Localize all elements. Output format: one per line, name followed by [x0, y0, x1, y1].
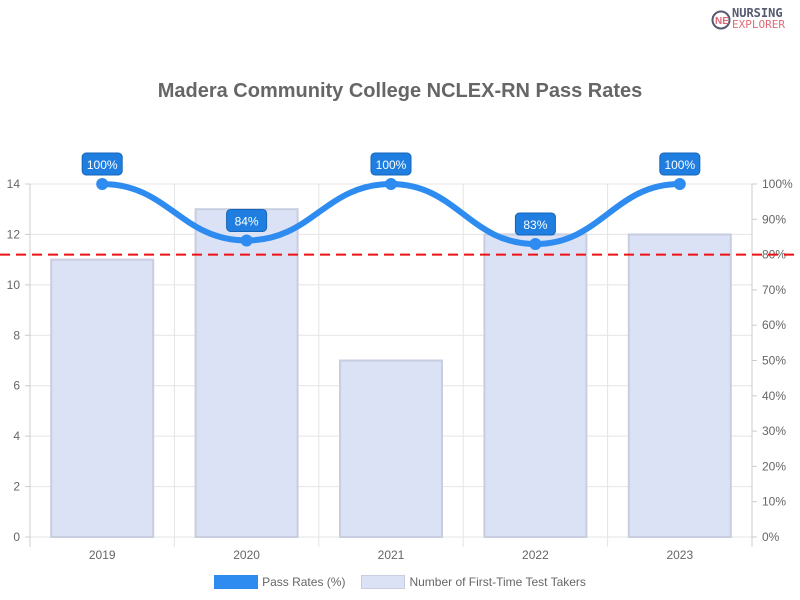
- pass-rate-line: [102, 180, 680, 248]
- left-tick-label: 12: [7, 227, 21, 241]
- right-tick-label: 50%: [762, 354, 786, 368]
- nursing-explorer-logo: NE NURSING EXPLORER: [710, 6, 785, 31]
- x-tick-label: 2021: [378, 548, 405, 562]
- pass-rate-point: [673, 178, 686, 190]
- data-label-box: [514, 212, 556, 236]
- left-tick-label: 4: [13, 429, 20, 443]
- right-tick-label: 0%: [762, 530, 780, 544]
- data-label-text: 84%: [235, 214, 259, 228]
- x-tick-label: 2020: [233, 548, 260, 562]
- data-label: 100%: [659, 152, 701, 176]
- legend-swatch: [361, 575, 406, 589]
- legend-label: Pass Rates (%): [262, 575, 346, 589]
- data-label-text: 100%: [87, 158, 118, 172]
- right-tick-label: 60%: [762, 318, 786, 332]
- data-label-text: 100%: [664, 158, 695, 172]
- pass-rate-point: [96, 178, 109, 190]
- chart-title: Madera Community College NCLEX-RN Pass R…: [157, 80, 643, 102]
- logo-icon: NE: [711, 10, 731, 30]
- data-label-box: [370, 152, 412, 176]
- right-tick-label: 30%: [762, 424, 786, 438]
- data-label-text: 83%: [523, 218, 547, 232]
- legend-item-pass-rates[interactable]: Pass Rates (%): [214, 575, 345, 589]
- data-label: 100%: [81, 152, 123, 176]
- right-tick-label: 40%: [762, 389, 786, 403]
- left-tick-label: 10: [7, 278, 21, 292]
- bar-2022: [483, 233, 588, 539]
- data-label: 84%: [226, 208, 268, 232]
- right-tick-label: 100%: [762, 177, 793, 191]
- bar-2023: [627, 233, 732, 539]
- x-tick-label: 2022: [522, 548, 549, 562]
- bar-2020: [194, 208, 299, 538]
- left-tick-label: 6: [13, 379, 20, 393]
- pass-rate-point: [529, 238, 542, 251]
- legend-swatch: [214, 575, 259, 589]
- left-tick-label: 14: [7, 177, 21, 191]
- left-tick-label: 0: [13, 530, 20, 544]
- right-tick-label: 70%: [762, 283, 786, 297]
- right-tick-label: 10%: [762, 495, 786, 509]
- data-label: 83%: [514, 212, 556, 236]
- legend-label: Number of First-Time Test Takers: [409, 575, 586, 589]
- svg-text:NE: NE: [715, 16, 729, 27]
- right-tick-label: 20%: [762, 459, 786, 473]
- pass-rate-point: [385, 178, 397, 190]
- legend: Pass Rates (%) Number of First-Time Test…: [0, 575, 800, 589]
- data-label-box: [659, 152, 701, 176]
- data-label-text: 100%: [376, 158, 407, 172]
- data-label: 100%: [370, 152, 412, 176]
- logo-line1: NURSING: [732, 6, 783, 20]
- logo-line2: EXPLORER: [732, 18, 785, 31]
- pass-rate-point: [240, 234, 253, 247]
- left-tick-label: 2: [13, 480, 20, 494]
- legend-item-test-takers[interactable]: Number of First-Time Test Takers: [361, 575, 586, 589]
- x-tick-label: 2019: [89, 548, 116, 562]
- bar-2019: [50, 258, 155, 538]
- data-label-box: [81, 152, 123, 176]
- bar-2021: [339, 359, 443, 538]
- right-tick-label: 90%: [762, 212, 786, 226]
- data-label-box: [226, 208, 268, 232]
- left-tick-label: 8: [13, 328, 20, 342]
- x-tick-label: 2023: [666, 548, 693, 562]
